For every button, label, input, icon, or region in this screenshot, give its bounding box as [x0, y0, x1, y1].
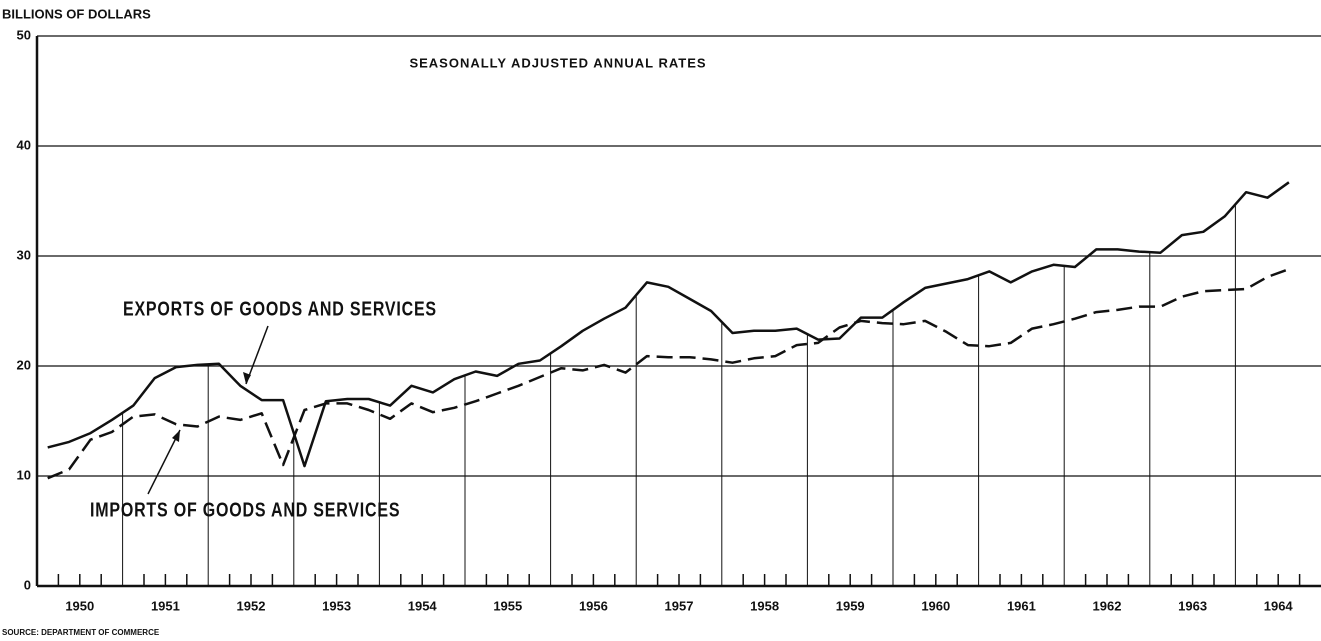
y-tick-label: 40: [17, 137, 31, 152]
x-tick-label: 1964: [1264, 598, 1294, 613]
x-tick-label: 1955: [493, 598, 522, 613]
source: SOURCE: DEPARTMENT OF COMMERCE: [2, 628, 160, 637]
y-tick-label: 0: [24, 577, 31, 592]
x-tick-label: 1958: [750, 598, 779, 613]
x-tick-label: 1956: [579, 598, 608, 613]
arrow: [245, 325, 269, 385]
x-tick-label: 1962: [1093, 598, 1122, 613]
arrow: [147, 429, 181, 495]
arrowhead: [243, 372, 251, 384]
series-line: [47, 181, 1290, 468]
series-label: EXPORTS OF GOODS AND SERVICES: [123, 298, 437, 320]
y-tick-label: 50: [17, 27, 31, 42]
x-tick-label: 1957: [665, 598, 694, 613]
x-tick-label: 1952: [237, 598, 266, 613]
x-tick-label: 1950: [65, 598, 94, 613]
y-axis-label: BILLIONS OF DOLLARS: [2, 6, 151, 21]
x-tick-label: 1959: [836, 598, 865, 613]
y-tick-label: 10: [17, 467, 31, 482]
x-tick-label: 1963: [1178, 598, 1207, 613]
x-tick-label: 1951: [151, 598, 180, 613]
y-tick-label: 20: [17, 357, 31, 372]
y-tick-label: 30: [17, 247, 31, 262]
series-label: IMPORTS OF GOODS AND SERVICES: [90, 499, 400, 521]
x-tick-label: 1960: [921, 598, 950, 613]
x-tick-label: 1954: [408, 598, 438, 613]
series-line: [47, 268, 1290, 480]
x-tick-label: 1961: [1007, 598, 1036, 613]
x-tick-label: 1953: [322, 598, 351, 613]
arrowhead: [172, 430, 180, 442]
annotation: SEASONALLY ADJUSTED ANNUAL RATES: [409, 55, 706, 70]
